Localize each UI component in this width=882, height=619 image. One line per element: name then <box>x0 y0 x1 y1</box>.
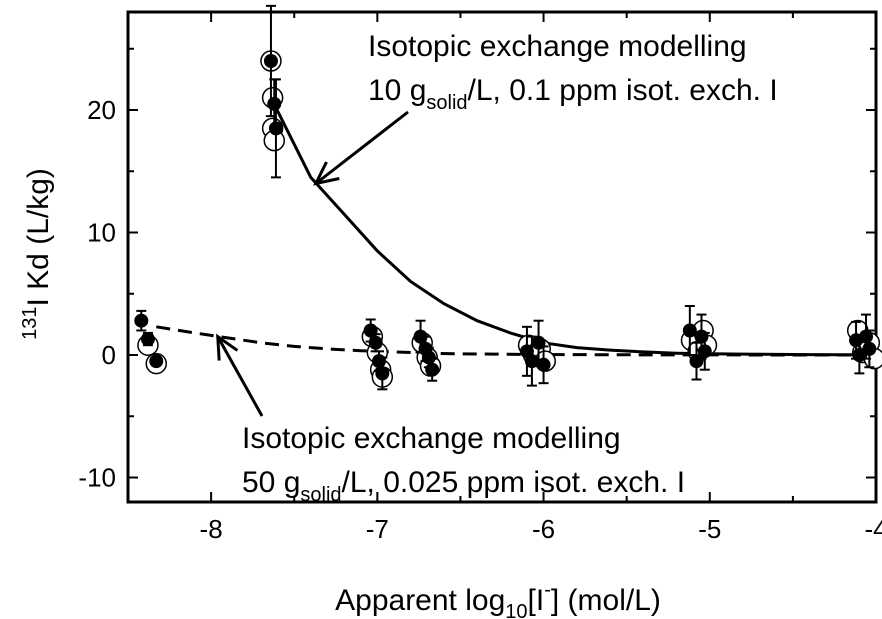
data-series <box>134 4 882 391</box>
plot-frame <box>126 10 878 504</box>
x-tick-label: -4 <box>864 514 882 544</box>
filled-circle-point <box>267 96 282 111</box>
annotation-bottom-line1: Isotopic exchange modelling <box>242 422 621 455</box>
model-curve-solid <box>269 97 877 357</box>
annotation-top-line2-post: /L, 0.1 ppm isot. exch. I <box>468 74 778 107</box>
annotation-bottom-line2-pre: 50 g <box>242 466 300 499</box>
y-axis-title-post: I Kd (L/kg) <box>22 168 55 306</box>
filled-circle-point <box>425 362 440 377</box>
filled-circle-point <box>375 366 390 381</box>
x-axis-title: Apparent log10[I-] (mol/L) <box>335 579 661 619</box>
y-tick-label: 10 <box>87 218 116 248</box>
y-tick-label: -10 <box>78 463 116 493</box>
filled-circle-point <box>859 329 874 344</box>
annotation-arrow-shaft <box>216 335 264 417</box>
ticks: -8 -7 -6 -5 -4 -10 0 10 20 <box>78 12 882 544</box>
filled-circle-point <box>697 344 712 359</box>
x-axis-title-mid: [I <box>528 584 545 617</box>
annotation-arrow-head <box>313 161 340 186</box>
annotation-top-line1: Isotopic exchange modelling <box>368 30 747 63</box>
filled-circle-point <box>134 313 149 328</box>
filled-circle-point <box>371 354 386 369</box>
x-tick-label: -7 <box>366 514 389 544</box>
filled-circle-point <box>149 354 164 369</box>
annotation-bottom-line2-sub: solid <box>300 484 341 506</box>
annotation-bottom-line2-post: /L, 0.025 ppm isot. exch. I <box>342 466 686 499</box>
filled-circle-point <box>689 354 704 369</box>
annotation-bottom-line2: 50 gsolid/L, 0.025 ppm isot. exch. I <box>242 466 685 506</box>
x-axis-title-pre: Apparent log <box>335 584 505 617</box>
annotation-top-line2-sub: solid <box>426 92 467 114</box>
axes <box>126 10 878 504</box>
x-axis-title-sub: 10 <box>505 601 527 619</box>
filled-circle-point <box>862 341 877 356</box>
x-axis-title-sup: - <box>544 579 551 601</box>
x-tick-label: -6 <box>532 514 555 544</box>
annotation-top-line2-pre: 10 g <box>368 74 426 107</box>
y-tick-label: 0 <box>102 340 116 370</box>
filled-circle-point <box>694 329 709 344</box>
filled-circle-point <box>263 54 278 68</box>
x-axis-title-post: ] (mol/L) <box>551 584 661 617</box>
filled-circle-point <box>421 350 436 365</box>
annotation-top-line2: 10 gsolid/L, 0.1 ppm isot. exch. I <box>368 74 778 114</box>
model-curve-dashed <box>156 325 876 357</box>
x-tick-label: -5 <box>698 514 721 544</box>
filled-circle-point <box>268 121 283 136</box>
y-axis-title-sup: 131 <box>19 307 41 340</box>
annotations <box>216 110 409 417</box>
y-axis-title: 131I Kd (L/kg) <box>19 168 55 340</box>
annotation-arrow-shaft <box>314 110 409 185</box>
filled-circle-point <box>140 332 155 347</box>
filled-circle-point <box>368 335 383 350</box>
x-tick-label: -8 <box>200 514 223 544</box>
y-tick-label: 20 <box>87 95 116 125</box>
filled-circle-point <box>682 323 697 338</box>
annotation-arrow-head <box>216 333 239 361</box>
filled-circle-point <box>536 357 551 372</box>
